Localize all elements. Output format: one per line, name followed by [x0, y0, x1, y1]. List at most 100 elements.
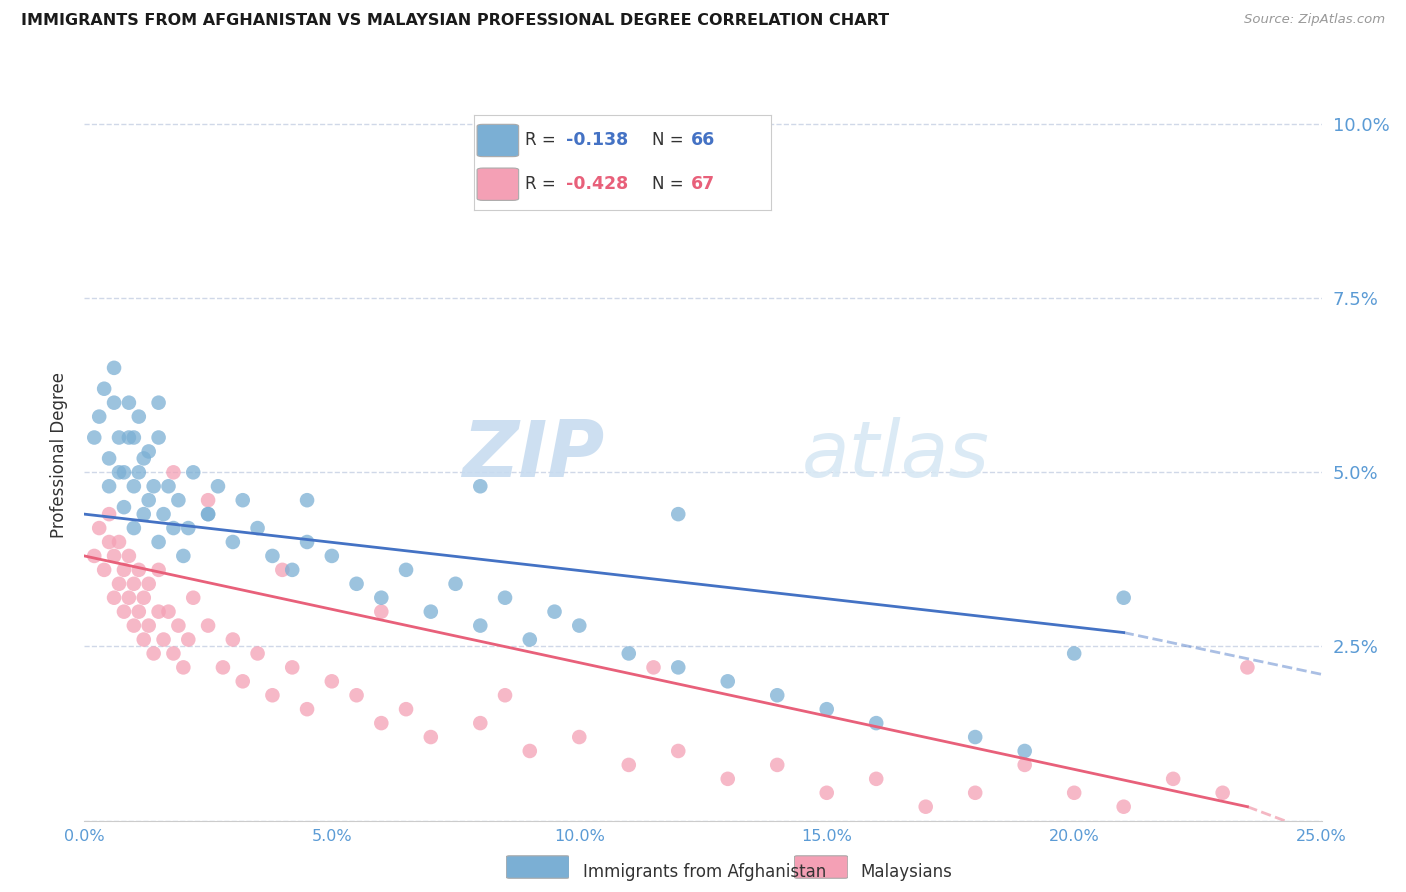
Point	[470, 716, 492, 731]
Point	[197, 493, 219, 508]
Text: -0.428: -0.428	[567, 175, 628, 194]
Point	[222, 535, 245, 549]
Point	[395, 563, 418, 577]
Point	[321, 549, 343, 563]
Point	[172, 549, 194, 563]
Point	[1063, 786, 1085, 800]
Point	[112, 563, 135, 577]
Point	[262, 688, 284, 702]
Point	[122, 479, 145, 493]
Point	[118, 591, 141, 605]
Point	[103, 549, 125, 563]
Point	[118, 549, 141, 563]
Point	[666, 744, 689, 758]
Point	[717, 772, 740, 786]
Point	[281, 563, 304, 577]
Point	[162, 466, 184, 480]
Point	[494, 591, 516, 605]
Point	[157, 479, 180, 493]
Point	[142, 479, 165, 493]
Point	[157, 605, 180, 619]
Point	[162, 647, 184, 661]
Point	[1161, 772, 1184, 786]
Point	[93, 382, 115, 396]
Point	[197, 507, 219, 521]
Point	[419, 730, 441, 744]
Point	[1063, 647, 1085, 661]
Point	[122, 521, 145, 535]
Point	[346, 688, 368, 702]
Point	[222, 632, 245, 647]
Point	[138, 618, 160, 632]
Point	[666, 507, 689, 521]
Point	[132, 591, 155, 605]
Point	[112, 500, 135, 515]
Point	[295, 535, 318, 549]
Text: ZIP: ZIP	[461, 417, 605, 493]
Point	[103, 360, 125, 375]
Point	[112, 605, 135, 619]
Point	[965, 786, 987, 800]
Point	[617, 647, 640, 661]
Point	[138, 444, 160, 458]
Point	[108, 466, 131, 480]
Point	[271, 563, 294, 577]
Point	[766, 688, 789, 702]
Point	[98, 479, 121, 493]
Point	[717, 674, 740, 689]
Point	[148, 395, 170, 409]
Point	[122, 576, 145, 591]
Point	[132, 632, 155, 647]
Point	[83, 430, 105, 444]
Point	[103, 591, 125, 605]
Point	[89, 521, 111, 535]
FancyBboxPatch shape	[506, 855, 569, 879]
Point	[177, 521, 200, 535]
Point	[181, 591, 204, 605]
Point	[470, 618, 492, 632]
Point	[118, 430, 141, 444]
Point	[1014, 744, 1036, 758]
Point	[93, 563, 115, 577]
Point	[494, 688, 516, 702]
Point	[172, 660, 194, 674]
Point	[152, 632, 174, 647]
Text: Malaysians: Malaysians	[860, 863, 952, 881]
Point	[568, 618, 591, 632]
Point	[128, 466, 150, 480]
Point	[346, 576, 368, 591]
Point	[181, 466, 204, 480]
Point	[232, 674, 254, 689]
Point	[470, 479, 492, 493]
Point	[568, 730, 591, 744]
Point	[122, 430, 145, 444]
Text: -0.138: -0.138	[567, 131, 628, 150]
Point	[262, 549, 284, 563]
Point	[914, 799, 936, 814]
Point	[148, 430, 170, 444]
Point	[138, 493, 160, 508]
Point	[122, 618, 145, 632]
Text: 67: 67	[690, 175, 716, 194]
Point	[98, 451, 121, 466]
Point	[766, 758, 789, 772]
FancyBboxPatch shape	[794, 855, 848, 879]
Point	[167, 618, 190, 632]
Point	[212, 660, 235, 674]
Point	[197, 618, 219, 632]
Text: R =: R =	[524, 131, 561, 150]
Point	[98, 507, 121, 521]
Text: N =: N =	[652, 131, 689, 150]
Point	[177, 632, 200, 647]
Point	[132, 507, 155, 521]
Point	[295, 493, 318, 508]
Point	[162, 521, 184, 535]
Point	[128, 409, 150, 424]
Point	[108, 576, 131, 591]
Point	[89, 409, 111, 424]
Point	[815, 786, 838, 800]
Text: IMMIGRANTS FROM AFGHANISTAN VS MALAYSIAN PROFESSIONAL DEGREE CORRELATION CHART: IMMIGRANTS FROM AFGHANISTAN VS MALAYSIAN…	[21, 13, 889, 29]
Point	[1112, 799, 1135, 814]
Point	[543, 605, 565, 619]
Point	[370, 605, 392, 619]
